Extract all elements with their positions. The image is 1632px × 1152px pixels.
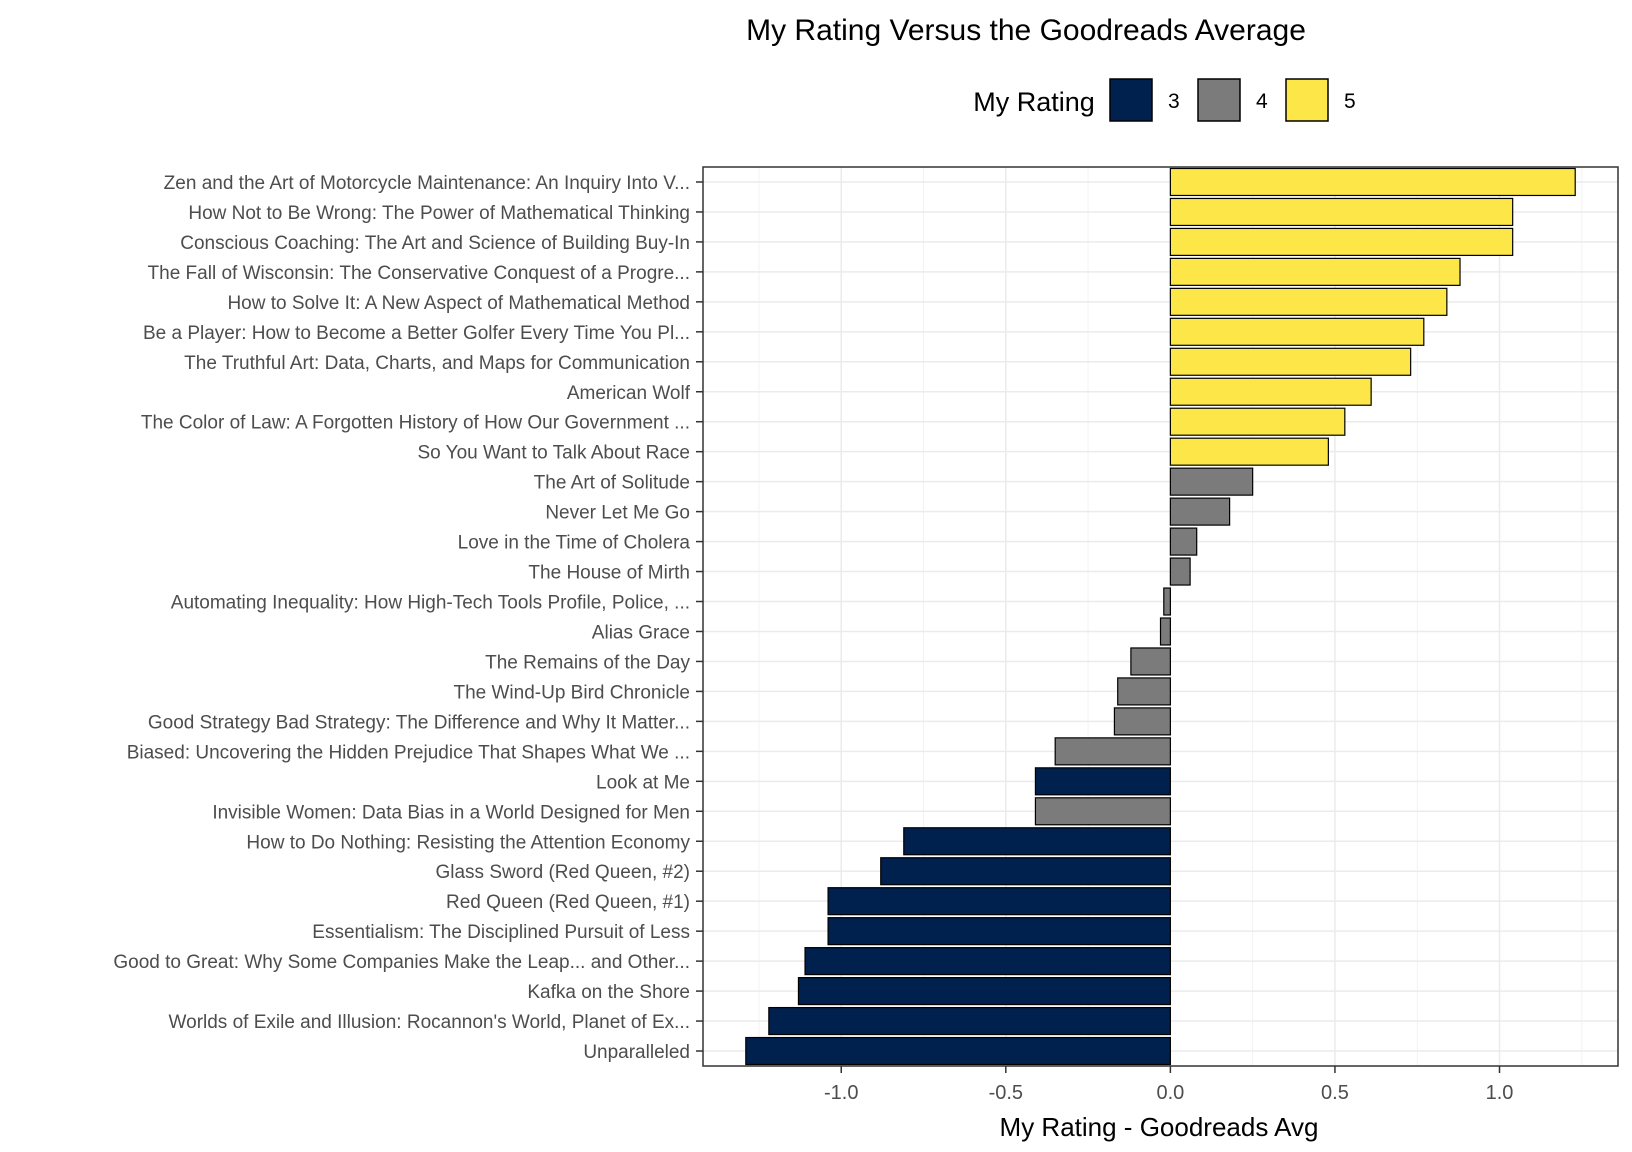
bar [1169, 437, 1329, 466]
y-tick-label: So You Want to Talk About Race [417, 443, 690, 464]
bar [1159, 617, 1171, 646]
bar [1169, 227, 1514, 257]
legend-label: 5 [1344, 90, 1356, 113]
panel-border [702, 166, 1619, 1067]
bar [827, 887, 1171, 916]
x-tick-label: 1.0 [1486, 1082, 1514, 1104]
y-tick-label: Biased: Uncovering the Hidden Prejudice … [127, 742, 690, 763]
x-tick-label: 0.5 [1321, 1082, 1349, 1104]
x-tick-label: -0.5 [989, 1082, 1023, 1104]
bar [1117, 677, 1171, 706]
x-tick-label: 0.0 [1156, 1082, 1184, 1104]
y-tick-label: How to Do Nothing: Resisting the Attenti… [246, 832, 690, 853]
y-tick-label: Good Strategy Bad Strategy: The Differen… [148, 712, 690, 733]
y-tick-label: Worlds of Exile and Illusion: Rocannon's… [169, 1012, 690, 1033]
bar [1034, 767, 1171, 796]
y-tick-label: Good to Great: Why Some Companies Make t… [113, 952, 690, 973]
y-tick-label: Never Let Me Go [545, 503, 690, 524]
bar [903, 827, 1171, 856]
chart-title: My Rating Versus the Goodreads Average [746, 14, 1306, 47]
bar [1169, 377, 1372, 406]
legend-key [1197, 78, 1241, 122]
legend-key [1109, 78, 1153, 122]
y-tick-label: The Wind-Up Bird Chronicle [453, 682, 690, 703]
legend-key [1285, 78, 1329, 122]
legend: My Rating 3 4 5 [973, 78, 1356, 122]
y-tick-label: The Fall of Wisconsin: The Conservative … [148, 263, 690, 284]
y-tick-label: Essentialism: The Disciplined Pursuit of… [312, 922, 690, 943]
bar [1169, 257, 1461, 286]
bar [827, 917, 1171, 946]
y-tick-label: Automating Inequality: How High-Tech Too… [171, 593, 690, 614]
x-tick-label: -1.0 [824, 1082, 858, 1104]
bar [768, 1006, 1171, 1036]
y-tick-label: Be a Player: How to Become a Better Golf… [143, 323, 690, 344]
panel-background [703, 167, 1618, 1066]
legend-label: 3 [1168, 90, 1180, 113]
y-tick-label: Alias Grace [592, 622, 690, 643]
legend-items: 3 4 5 [1109, 78, 1356, 122]
y-tick-label: Love in the Time of Cholera [458, 533, 691, 554]
bar [1169, 167, 1576, 197]
bar [1113, 707, 1171, 736]
legend-item: 3 [1109, 78, 1180, 122]
bar [880, 857, 1171, 886]
y-tick-label: The Art of Solitude [534, 473, 690, 494]
y-tick-label: Look at Me [596, 772, 690, 793]
plot-area: Zen and the Art of Motorcycle Maintenanc… [113, 166, 1619, 1104]
bar [1169, 317, 1425, 346]
bar [745, 1036, 1171, 1066]
bar [1169, 497, 1231, 526]
y-tick-label: Glass Sword (Red Queen, #2) [435, 862, 690, 883]
bar [1169, 287, 1448, 316]
y-tick-label: American Wolf [567, 383, 691, 404]
bar [1169, 557, 1191, 586]
bar [1054, 737, 1171, 766]
bar [1034, 797, 1171, 826]
y-tick-label: Invisible Women: Data Bias in a World De… [212, 802, 690, 823]
y-tick-label: How to Solve It: A New Aspect of Mathema… [227, 293, 690, 314]
y-tick-label: Unparalleled [583, 1042, 690, 1063]
bar [1163, 587, 1171, 616]
bar [1169, 407, 1346, 436]
bar [804, 947, 1171, 976]
y-tick-label: The Remains of the Day [485, 652, 690, 673]
bar [1169, 467, 1254, 496]
y-tick-label: Red Queen (Red Queen, #1) [446, 892, 690, 913]
y-tick-label: The Truthful Art: Data, Charts, and Maps… [184, 353, 690, 374]
y-tick-label: The Color of Law: A Forgotten History of… [141, 413, 690, 434]
bar [1169, 347, 1412, 376]
bar [1169, 197, 1514, 227]
y-tick-label: Conscious Coaching: The Art and Science … [180, 233, 690, 254]
y-tick-label: Kafka on the Shore [527, 982, 690, 1003]
y-tick-label: The House of Mirth [528, 563, 690, 584]
legend-title: My Rating [973, 87, 1095, 117]
legend-item: 4 [1197, 78, 1268, 122]
x-axis-title: My Rating - Goodreads Avg [1000, 1112, 1319, 1142]
bar [797, 976, 1171, 1006]
legend-label: 4 [1256, 90, 1268, 113]
legend-item: 5 [1285, 78, 1356, 122]
y-tick-label: Zen and the Art of Motorcycle Maintenanc… [164, 173, 690, 194]
y-tick-label: How Not to Be Wrong: The Power of Mathem… [188, 203, 690, 224]
bar [1169, 527, 1198, 556]
bar [1130, 647, 1171, 676]
